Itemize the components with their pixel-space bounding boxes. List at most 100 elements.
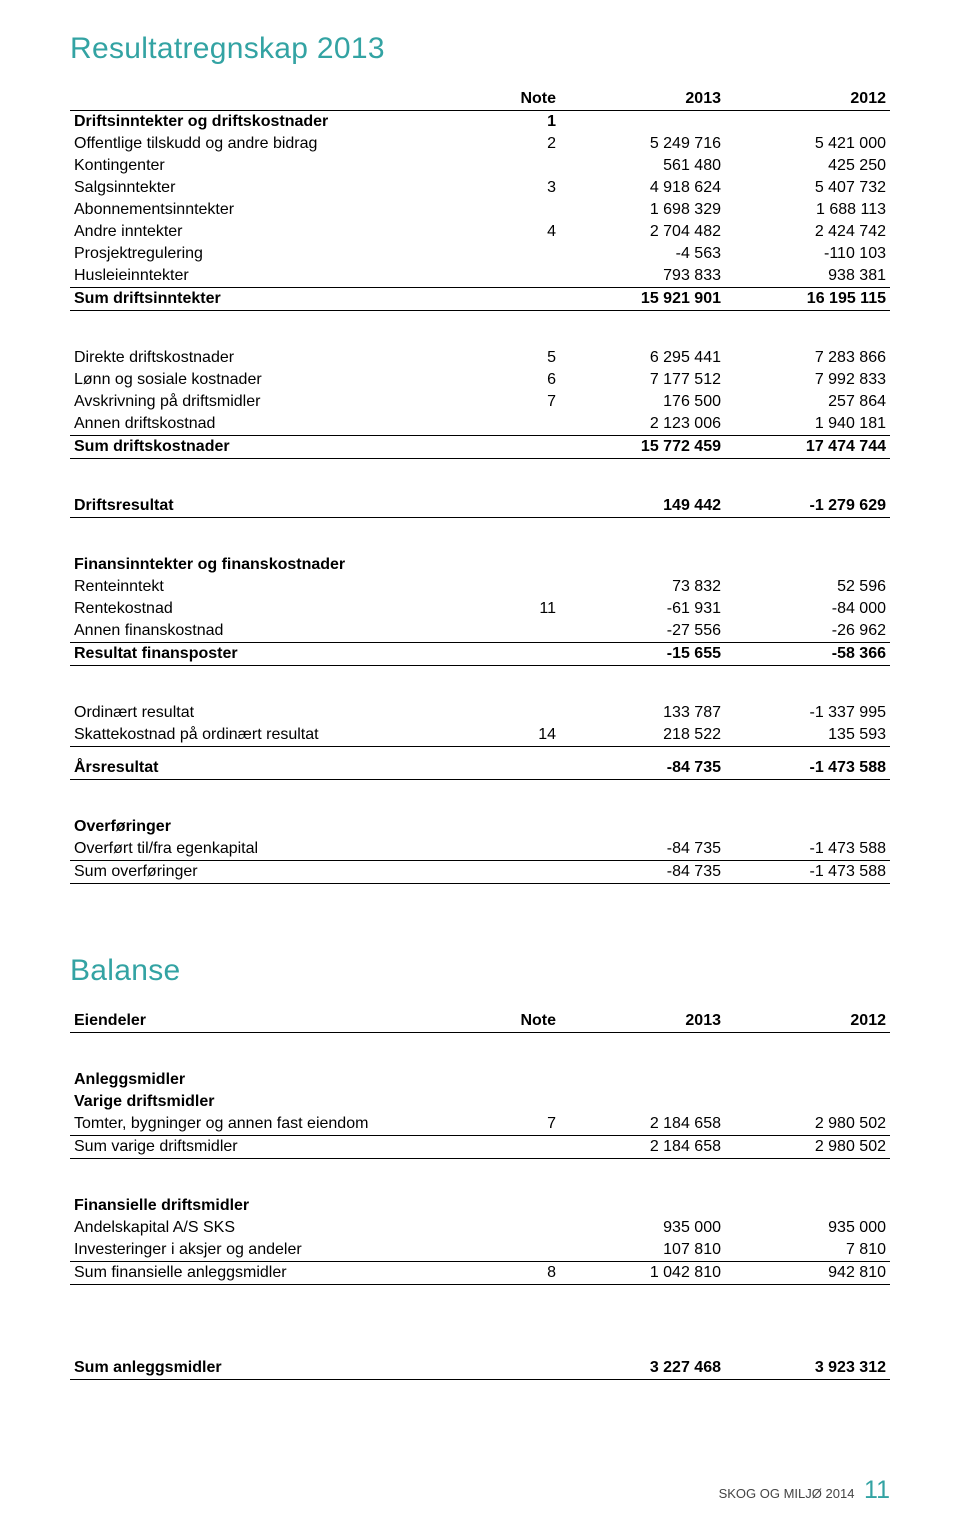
table-row: Sum driftskostnader15 772 45917 474 744 [70,436,890,459]
row-note [460,436,560,459]
row-y2: 7 992 833 [725,369,890,391]
table-row: Avskrivning på driftsmidler7176 500257 8… [70,391,890,413]
row-y2: 425 250 [725,155,890,177]
row-y1 [560,1195,725,1217]
row-y1: 4 918 624 [560,177,725,199]
row-y1: -84 735 [560,838,725,861]
table-row: Finansinntekter og finanskostnader [70,554,890,576]
row-y1: 1 698 329 [560,199,725,221]
row-label: Sum finansielle anleggsmidler [70,1262,460,1285]
table-row: Abonnementsinntekter1 698 3291 688 113 [70,199,890,221]
row-label: Investeringer i aksjer og andeler [70,1239,460,1262]
row-label: Overføringer [70,816,460,838]
row-y2: 2 980 502 [725,1136,890,1159]
table-row: Tomter, bygninger og annen fast eiendom7… [70,1113,890,1136]
row-y1: 176 500 [560,391,725,413]
row-y1: 793 833 [560,265,725,288]
row-note [460,861,560,884]
balanse-table: Eiendeler Note 2013 2012 AnleggsmidlerVa… [70,1010,890,1380]
footer-page: 11 [864,1476,890,1504]
row-y1 [560,554,725,576]
balanse-heading: Balanse [70,954,890,988]
row-y2 [725,816,890,838]
row-y1: -61 931 [560,598,725,620]
row-note [460,1357,560,1380]
row-note [460,757,560,780]
row-note [460,816,560,838]
table-row: Ordinært resultat133 787-1 337 995 [70,702,890,724]
table-row: Investeringer i aksjer og andeler107 810… [70,1239,890,1262]
row-note [460,413,560,436]
resultat-header-row: Note 2013 2012 [70,88,890,111]
row-y2: 5 421 000 [725,133,890,155]
row-note [460,643,560,666]
row-y2: -1 279 629 [725,495,890,518]
row-label: Renteinntekt [70,576,460,598]
row-note [460,155,560,177]
row-y2: 7 810 [725,1239,890,1262]
row-y1: -15 655 [560,643,725,666]
row-note [460,1239,560,1262]
table-row [70,747,890,758]
table-row: Varige driftsmidler [70,1091,890,1113]
hdr-y2: 2012 [725,88,890,111]
row-y1: 15 772 459 [560,436,725,459]
row-y1: 3 227 468 [560,1357,725,1380]
table-row: Driftsresultat149 442-1 279 629 [70,495,890,518]
row-y2: -1 473 588 [725,861,890,884]
row-y1 [560,1069,725,1091]
row-label: Driftsinntekter og driftskostnader [70,111,460,134]
row-note [460,702,560,724]
row-y1: 5 249 716 [560,133,725,155]
table-row [70,518,890,555]
table-row: Resultat finansposter-15 655-58 366 [70,643,890,666]
resultat-heading: Resultatregnskap 2013 [70,32,890,66]
bal-hdr-note: Note [460,1010,560,1033]
table-row: Overføringer [70,816,890,838]
row-note [460,288,560,311]
row-label: Avskrivning på driftsmidler [70,391,460,413]
table-row: Andre inntekter42 704 4822 424 742 [70,221,890,243]
row-note [460,838,560,861]
table-row: Husleieinntekter793 833938 381 [70,265,890,288]
table-row: Rentekostnad11-61 931-84 000 [70,598,890,620]
row-y2: -1 473 588 [725,757,890,780]
row-y2 [725,1195,890,1217]
row-note: 5 [460,347,560,369]
table-row: Sum driftsinntekter15 921 90116 195 115 [70,288,890,311]
row-label: Rentekostnad [70,598,460,620]
row-y2: 2 424 742 [725,221,890,243]
row-note [460,1195,560,1217]
row-y1: 149 442 [560,495,725,518]
table-row: Driftsinntekter og driftskostnader1 [70,111,890,134]
row-note: 7 [460,1113,560,1136]
row-y1: -84 735 [560,757,725,780]
table-row: Årsresultat -84 735-1 473 588 [70,757,890,780]
row-y2: 2 980 502 [725,1113,890,1136]
row-label: Sum varige driftsmidler [70,1136,460,1159]
row-y1: 2 184 658 [560,1136,725,1159]
row-note [460,620,560,643]
row-note: 3 [460,177,560,199]
row-label: Varige driftsmidler [70,1091,460,1113]
row-note [460,554,560,576]
row-note [460,576,560,598]
table-row: Anleggsmidler [70,1069,890,1091]
row-y1: 2 184 658 [560,1113,725,1136]
row-y2: 942 810 [725,1262,890,1285]
table-row [70,1033,890,1070]
row-y1: 2 123 006 [560,413,725,436]
table-row: Sum varige driftsmidler 2 184 6582 980 50… [70,1136,890,1159]
table-row: Offentlige tilskudd og andre bidrag25 24… [70,133,890,155]
row-y1: 73 832 [560,576,725,598]
row-y1 [560,816,725,838]
resultat-table: Note 2013 2012 Driftsinntekter og drifts… [70,88,890,884]
row-label: Årsresultat [70,757,460,780]
row-note [460,1217,560,1239]
row-y2: -1 337 995 [725,702,890,724]
table-row: Renteinntekt73 83252 596 [70,576,890,598]
row-label: Andelskapital A/S SKS [70,1217,460,1239]
row-y2: -58 366 [725,643,890,666]
row-label: Overført til/fra egenkapital [70,838,460,861]
table-row: Sum finansielle anleggsmidler81 042 8109… [70,1262,890,1285]
